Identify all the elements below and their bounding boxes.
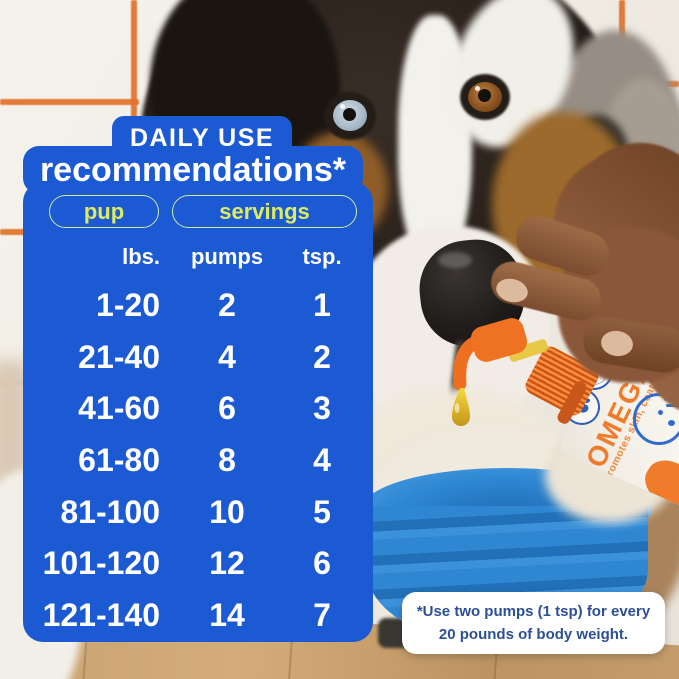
tile-grout-line	[131, 0, 137, 118]
servings-label: servings	[219, 198, 310, 224]
pup-pill: pup	[49, 195, 159, 228]
column-header-lbs: lbs.	[122, 244, 160, 269]
table-row: 101-120 12 6	[23, 538, 373, 590]
pup-label: pup	[83, 198, 125, 224]
tsp-value: 3	[313, 390, 331, 427]
tsp-value: 7	[313, 596, 331, 633]
weight-range: 101-120	[42, 545, 160, 582]
table-row: 81-100 10 5	[23, 486, 373, 538]
weight-range: 21-40	[78, 338, 160, 375]
pumps-value: 8	[218, 442, 236, 479]
pumps-value: 14	[209, 596, 245, 633]
tile-grout-line	[0, 99, 139, 105]
dog-pupil	[478, 89, 491, 102]
pumps-value: 2	[218, 287, 236, 324]
pumps-value: 12	[209, 545, 245, 582]
eye-highlight	[475, 86, 480, 91]
dog-doodle-illustration	[633, 393, 679, 445]
weight-range: 121-140	[42, 596, 160, 633]
weight-range: 1-20	[95, 287, 160, 324]
dog-pupil	[343, 108, 356, 121]
pumps-value: 6	[218, 390, 236, 427]
eye-highlight	[340, 104, 345, 109]
tsp-value: 6	[313, 545, 331, 582]
tsp-value: 5	[313, 493, 331, 530]
footnote-box: *Use two pumps (1 tsp) for every 20 poun…	[402, 592, 665, 654]
oil-drop	[452, 388, 470, 426]
table-row: 41-60 6 3	[23, 383, 373, 435]
tile-grout-line	[0, 229, 26, 235]
table-row: 1-20 2 1	[23, 280, 373, 332]
servings-pill: servings	[172, 195, 357, 228]
recommendations-panel: pup servings lbs. pumps tsp. 1-20 2 1 21…	[23, 182, 373, 642]
weight-range: 41-60	[78, 390, 160, 427]
weight-range: 61-80	[78, 442, 160, 479]
footnote-text: *Use two pumps (1 tsp) for every 20 poun…	[416, 602, 651, 643]
table-row: 21-40 4 2	[23, 332, 373, 384]
table-row: 121-140 14 7	[23, 590, 373, 642]
pump-stem	[508, 339, 549, 362]
nose-highlight	[438, 252, 472, 268]
pump-head	[470, 318, 528, 362]
bottle-pump	[452, 318, 549, 426]
pumps-value: 4	[218, 338, 236, 375]
column-header-tsp: tsp.	[302, 244, 342, 269]
doodle-nose	[668, 420, 675, 426]
tsp-value: 2	[313, 338, 331, 375]
tsp-value: 4	[313, 442, 331, 479]
weight-range: 81-100	[60, 493, 160, 530]
tsp-value: 1	[313, 287, 331, 324]
table-header-row: lbs. pumps tsp.	[23, 244, 373, 270]
oil-drop-highlight	[454, 403, 460, 413]
column-header-pumps: pumps	[190, 244, 264, 269]
pumps-value: 10	[209, 493, 245, 530]
doodle-eye	[658, 410, 663, 415]
table-row: 61-80 8 4	[23, 435, 373, 487]
dosage-table: 1-20 2 1 21-40 4 2 41-60 6 3 61-80 8 4 8…	[23, 280, 373, 641]
